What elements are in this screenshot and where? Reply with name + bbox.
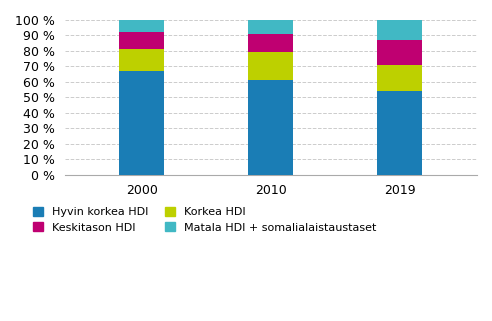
Bar — [377, 65, 422, 91]
Bar — [377, 20, 422, 40]
Legend: Hyvin korkea HDI, Keskitason HDI, Korkea HDI, Matala HDI + somalialaistaustaset: Hyvin korkea HDI, Keskitason HDI, Korkea… — [33, 207, 376, 232]
Bar — [120, 32, 164, 49]
Bar — [120, 20, 164, 32]
Bar — [248, 20, 293, 34]
Bar — [377, 91, 422, 175]
Bar — [248, 53, 293, 80]
Bar — [248, 34, 293, 53]
Bar — [120, 71, 164, 175]
Bar — [377, 40, 422, 65]
Bar — [248, 80, 293, 175]
Bar — [120, 49, 164, 71]
